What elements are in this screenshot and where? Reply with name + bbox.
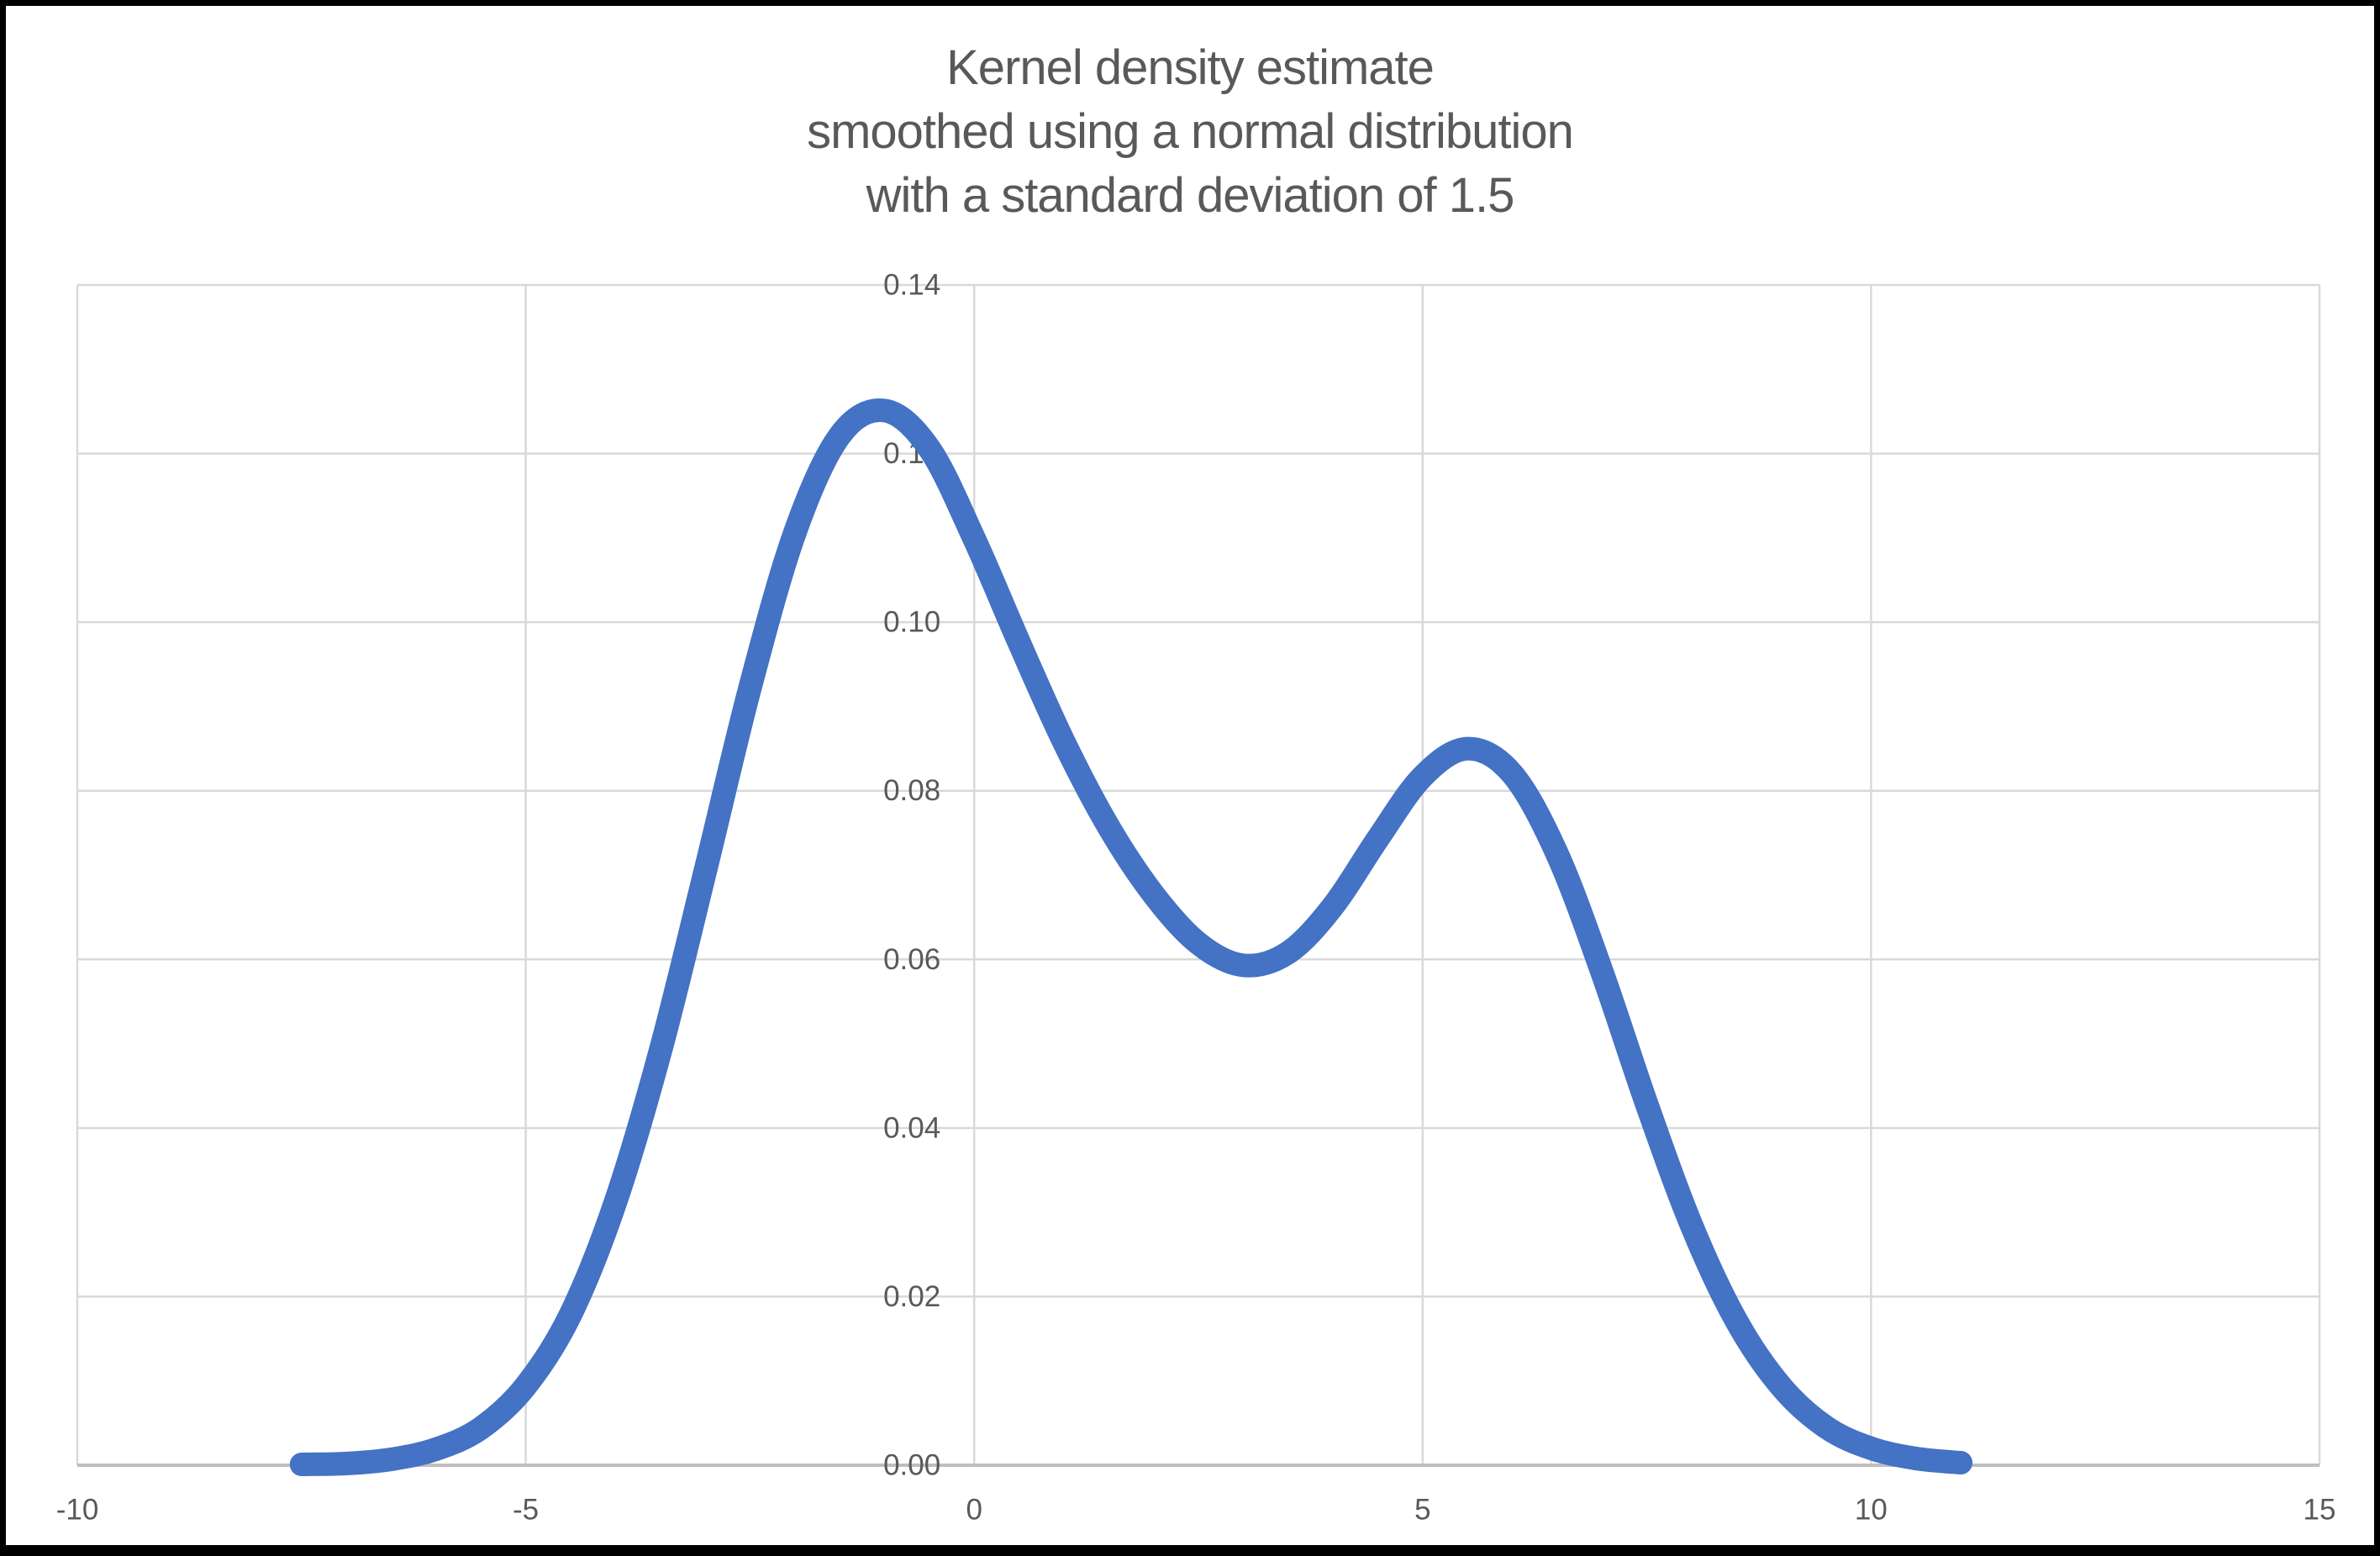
y-tick-label: 0.14 — [883, 269, 940, 302]
y-tick-label: 0.10 — [883, 606, 940, 639]
x-tick-label: -5 — [513, 1494, 539, 1527]
chart-title-line-1: Kernel density estimate — [946, 40, 1435, 95]
chart-title-line-2: smoothed using a normal distribution — [807, 104, 1574, 159]
y-tick-label: 0.04 — [883, 1111, 940, 1144]
chart-title-line-3: with a standard deviation of 1.5 — [866, 168, 1515, 223]
x-tick-label: 10 — [1855, 1494, 1888, 1527]
y-tick-label: 0.08 — [883, 774, 940, 807]
kde-curve — [289, 398, 1973, 1476]
chart-title: Kernel density estimate smoothed using a… — [6, 36, 2374, 228]
y-tick-label: 0.02 — [883, 1280, 940, 1313]
x-tick-label: 15 — [2304, 1494, 2336, 1527]
kde-plot: 0.000.020.040.060.080.100.120.14-10 -5 0 5 1… — [56, 269, 2336, 1527]
x-tick-label: 5 — [1414, 1494, 1430, 1527]
y-tick-label: 0.06 — [883, 943, 940, 976]
y-tick-label: 0.00 — [883, 1449, 940, 1482]
x-tick-label: -10 — [56, 1494, 99, 1527]
x-tick-label: 0 — [966, 1494, 982, 1527]
